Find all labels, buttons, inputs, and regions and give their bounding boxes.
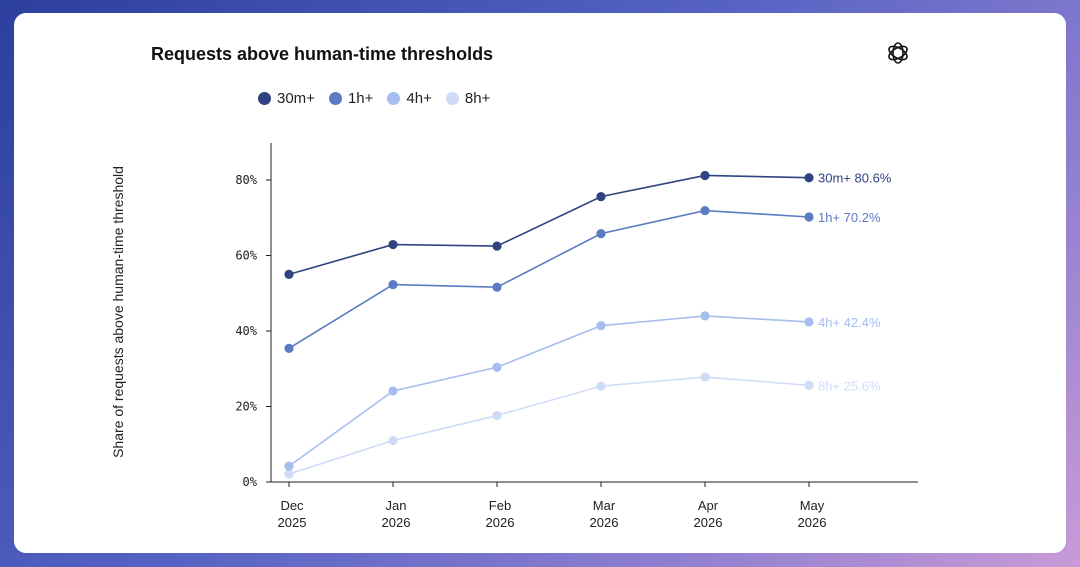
legend-marker bbox=[328, 92, 342, 105]
x-tick-label-month: Jan bbox=[386, 498, 407, 513]
y-tick-label: 20% bbox=[235, 400, 257, 414]
legend-item-4h[interactable]: 4h+ bbox=[387, 90, 432, 107]
data-point-1h+ bbox=[388, 279, 398, 290]
legend-label: 30m+ bbox=[277, 90, 315, 107]
x-tick-label-month: Feb bbox=[489, 498, 511, 513]
x-tick-label-year: 2026 bbox=[382, 515, 411, 530]
x-tick-label-month: May bbox=[800, 498, 825, 513]
end-label-30m+: 30m+ 80.6% bbox=[818, 171, 892, 186]
data-point-30m+ bbox=[596, 192, 606, 202]
legend-item-1h[interactable]: 1h+ bbox=[328, 90, 374, 107]
x-tick-label-year: 2026 bbox=[486, 515, 515, 530]
y-tick-label: 0% bbox=[243, 475, 258, 489]
data-point-8h+ bbox=[284, 469, 294, 479]
legend-label: 8h+ bbox=[464, 90, 491, 107]
y-tick-label: 60% bbox=[235, 249, 257, 263]
series-line-4h+ bbox=[288, 315, 810, 467]
data-point-30m+ bbox=[804, 173, 814, 183]
data-point-8h+ bbox=[492, 410, 502, 421]
data-point-4h+ bbox=[596, 321, 606, 331]
data-point-30m+ bbox=[284, 269, 294, 279]
legend-marker bbox=[387, 92, 401, 105]
legend-label: 1h+ bbox=[347, 90, 374, 107]
data-point-1h+ bbox=[700, 205, 710, 216]
data-point-1h+ bbox=[804, 212, 814, 222]
y-tick-label: 40% bbox=[235, 324, 257, 338]
chart-card bbox=[14, 13, 1066, 553]
x-tick-label-month: Dec bbox=[280, 498, 304, 513]
data-point-8h+ bbox=[596, 381, 606, 391]
series-line-30m+ bbox=[288, 174, 810, 276]
series-line-1h+ bbox=[288, 209, 810, 350]
data-point-4h+ bbox=[284, 461, 294, 471]
legend-marker bbox=[445, 92, 459, 105]
data-point-8h+ bbox=[388, 435, 398, 446]
legend-marker bbox=[258, 92, 271, 105]
data-point-4h+ bbox=[804, 317, 814, 327]
x-tick-label-year: 2026 bbox=[590, 515, 619, 530]
data-point-30m+ bbox=[700, 170, 710, 181]
end-label-1h+: 1h+ 70.2% bbox=[818, 210, 881, 225]
data-point-1h+ bbox=[492, 282, 502, 292]
data-point-4h+ bbox=[700, 311, 710, 321]
x-tick-label-year: 2026 bbox=[798, 515, 827, 530]
data-point-30m+ bbox=[492, 241, 502, 251]
data-point-8h+ bbox=[700, 372, 710, 382]
y-tick-label: 80% bbox=[235, 173, 257, 187]
end-label-4h+: 4h+ 42.4% bbox=[818, 315, 881, 330]
data-point-4h+ bbox=[388, 386, 398, 396]
data-point-30m+ bbox=[388, 239, 398, 250]
x-tick-label-year: 2026 bbox=[694, 515, 723, 530]
x-tick-label-year: 2025 bbox=[278, 515, 307, 530]
data-point-8h+ bbox=[804, 380, 814, 390]
openai-logo-icon bbox=[888, 42, 908, 64]
data-point-1h+ bbox=[596, 229, 606, 239]
chart-title: Requests above human-time thresholds bbox=[151, 44, 494, 64]
legend-item-8h[interactable]: 8h+ bbox=[445, 90, 491, 107]
data-point-1h+ bbox=[284, 343, 294, 353]
x-tick-label-month: Mar bbox=[593, 498, 616, 513]
legend-label: 4h+ bbox=[406, 90, 432, 107]
chart-legend: 30m+ 1h+ 4h+ 8h+ bbox=[258, 90, 490, 107]
x-tick-label-month: Apr bbox=[698, 498, 719, 513]
end-label-8h+: 8h+ 25.6% bbox=[818, 378, 881, 393]
series-line-8h+ bbox=[288, 376, 810, 475]
data-point-4h+ bbox=[492, 362, 502, 372]
legend-item-30m[interactable]: 30m+ bbox=[258, 90, 315, 107]
